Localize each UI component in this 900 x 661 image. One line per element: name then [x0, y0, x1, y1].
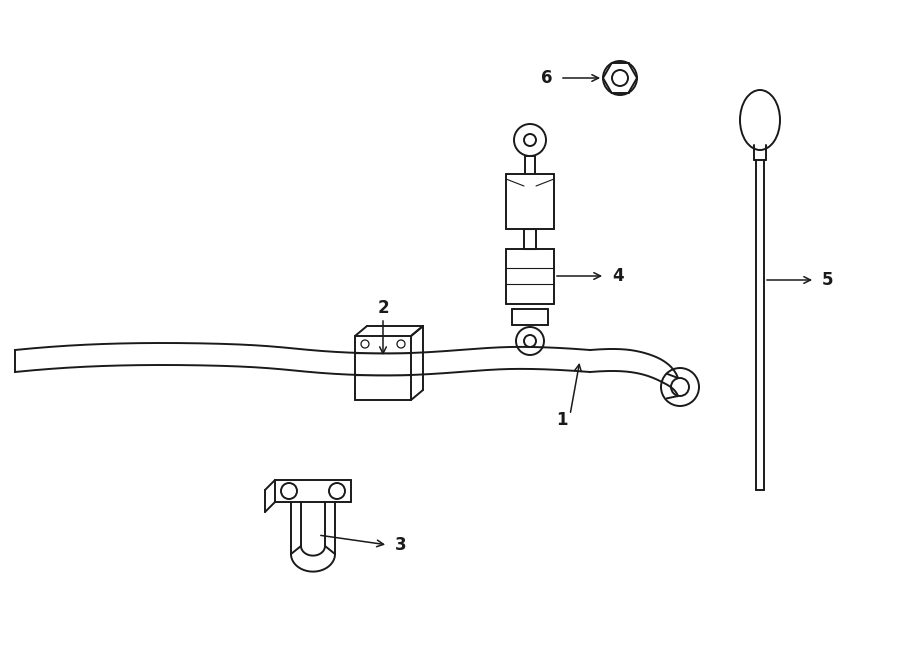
Text: 2: 2 — [377, 299, 389, 317]
Text: 4: 4 — [612, 267, 624, 285]
Text: 1: 1 — [556, 411, 568, 429]
Text: 5: 5 — [822, 271, 833, 289]
Text: 6: 6 — [542, 69, 553, 87]
Text: 3: 3 — [395, 536, 407, 554]
